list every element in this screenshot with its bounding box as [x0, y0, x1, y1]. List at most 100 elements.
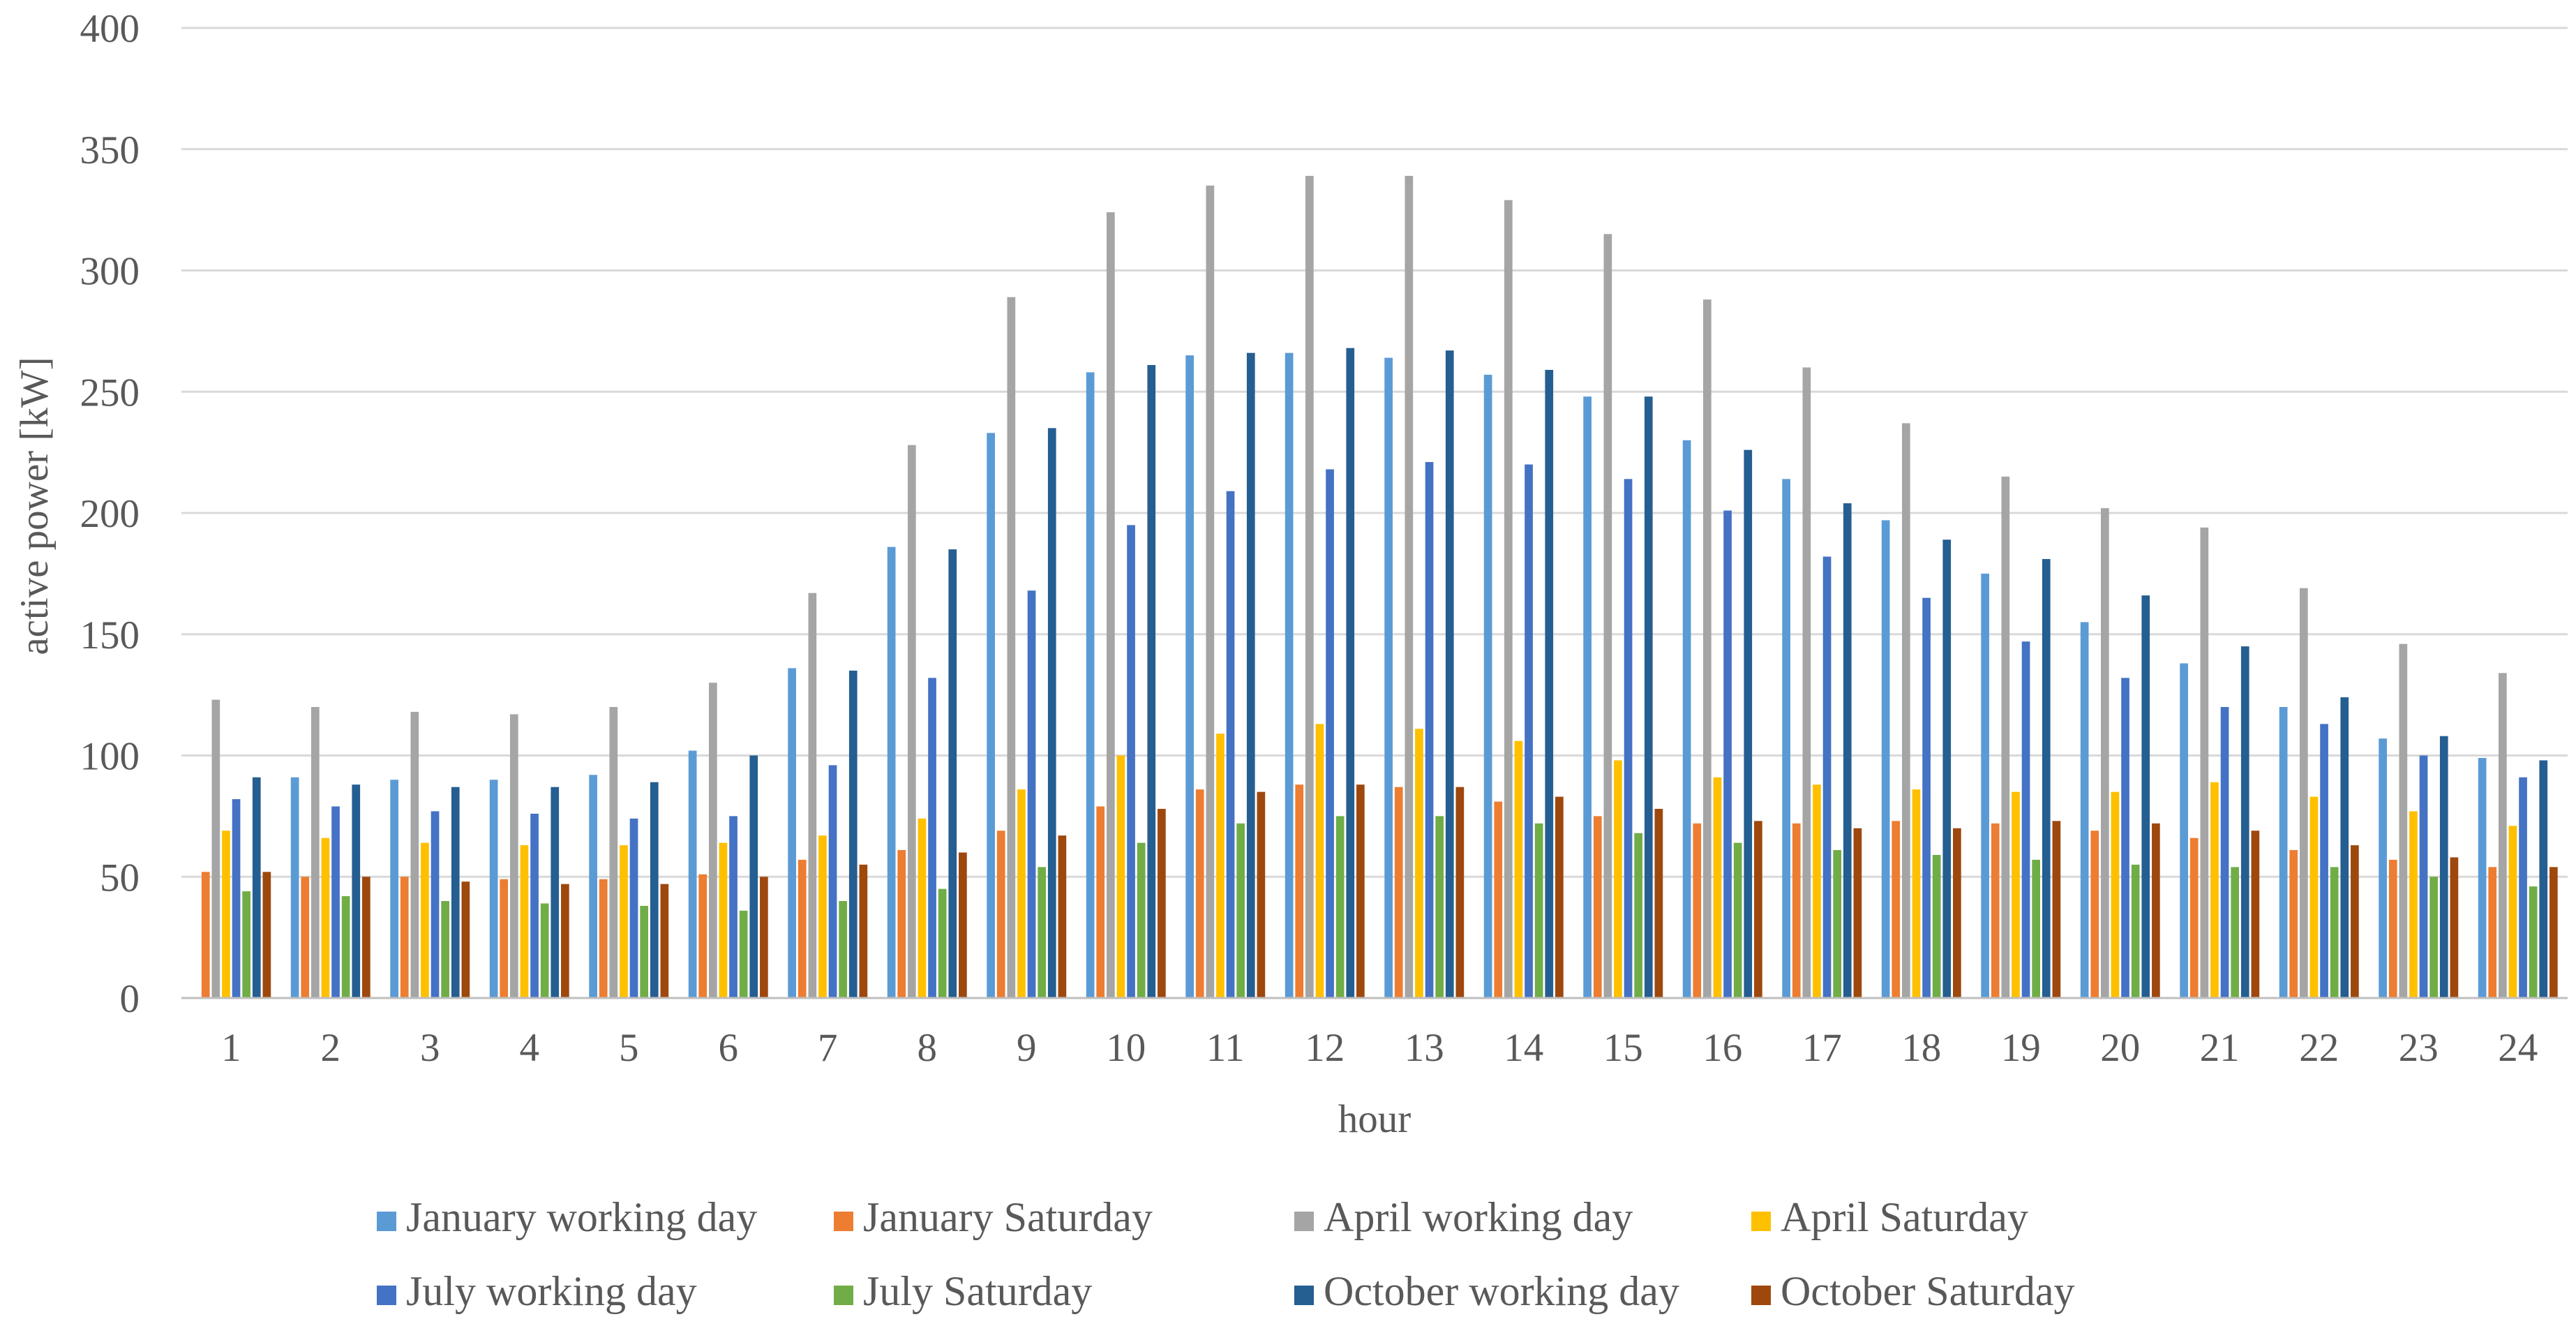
legend-swatch — [834, 1212, 853, 1231]
bar — [650, 782, 659, 998]
bar — [252, 777, 261, 998]
bar — [2439, 736, 2448, 998]
bar — [1833, 850, 1842, 998]
bar — [2409, 811, 2418, 998]
bar — [362, 877, 370, 998]
bar — [1086, 372, 1095, 998]
bar — [2180, 663, 2188, 998]
y-tick-label: 300 — [80, 250, 140, 294]
bar — [1158, 808, 1166, 998]
x-tick-label: 6 — [719, 1026, 739, 1070]
bar — [561, 884, 569, 998]
bar — [660, 884, 669, 998]
bar — [2032, 859, 2041, 998]
bar — [1236, 823, 1245, 998]
bar — [719, 842, 728, 998]
bar — [1953, 828, 1961, 998]
x-tick-label: 10 — [1106, 1026, 1146, 1070]
bar — [451, 787, 460, 998]
bar — [609, 707, 618, 998]
bar — [2419, 755, 2428, 998]
bar — [311, 707, 320, 998]
legend-entry: October Saturday — [1751, 1268, 2075, 1314]
legend-swatch — [834, 1286, 853, 1305]
bar — [2052, 821, 2061, 998]
bar — [2152, 823, 2160, 998]
bar — [1435, 816, 1444, 999]
x-tick-label: 12 — [1305, 1026, 1345, 1070]
bar — [421, 842, 429, 998]
bar — [948, 549, 957, 999]
legend-entry: January Saturday — [834, 1194, 1153, 1240]
bar — [2351, 845, 2359, 998]
bar — [2340, 697, 2349, 998]
bar — [2549, 867, 2558, 998]
bar — [1782, 479, 1790, 998]
bar — [2429, 877, 2439, 998]
bar — [2111, 791, 2120, 999]
bar — [1017, 789, 1026, 998]
y-tick-label: 350 — [80, 128, 140, 172]
bar — [2330, 867, 2339, 998]
bar — [1384, 357, 1393, 998]
bar — [2508, 826, 2517, 998]
bar — [1206, 185, 1215, 999]
bar — [1822, 556, 1832, 998]
bar — [1346, 348, 1355, 998]
bar — [390, 780, 398, 998]
bar — [1892, 821, 1901, 998]
bar — [290, 777, 299, 998]
bar — [489, 780, 498, 998]
bar — [1682, 440, 1691, 998]
legend-entry: July working day — [377, 1268, 697, 1314]
bar — [352, 784, 361, 998]
bar — [1514, 740, 1523, 998]
bar — [2529, 886, 2538, 998]
x-tick-label: 7 — [818, 1026, 838, 1070]
bar — [1504, 200, 1513, 999]
bar — [859, 864, 868, 999]
bar — [441, 901, 450, 998]
bar — [1295, 784, 1304, 998]
bar — [1127, 525, 1135, 999]
bar — [1445, 350, 1454, 998]
bar — [908, 445, 916, 998]
bar — [1723, 510, 1732, 998]
bar — [1394, 787, 1403, 998]
bar — [709, 683, 717, 998]
bar — [1096, 806, 1105, 998]
bar — [760, 877, 768, 998]
bar — [1744, 449, 1753, 998]
bar — [797, 859, 807, 998]
bar — [1644, 396, 1653, 998]
bar — [938, 888, 947, 999]
bar — [1593, 816, 1602, 999]
bar — [1027, 590, 1036, 998]
bar — [1137, 842, 1146, 998]
bar — [331, 806, 340, 998]
x-tick-label: 16 — [1702, 1026, 1742, 1070]
bar — [1326, 469, 1334, 998]
bar — [928, 678, 936, 998]
bars — [201, 175, 2558, 999]
x-tick-label: 18 — [1901, 1026, 1941, 1070]
legend-label: October Saturday — [1781, 1268, 2075, 1314]
bar — [2131, 864, 2140, 999]
legend: January working day January Saturday April… — [377, 1194, 2075, 1314]
gridlines — [181, 27, 2568, 878]
legend-swatch — [377, 1212, 396, 1231]
legend-entry: July Saturday — [834, 1268, 1092, 1314]
bar — [2379, 738, 2387, 998]
bar — [1733, 842, 1742, 998]
bar — [1483, 374, 1492, 998]
legend-swatch — [1751, 1286, 1771, 1305]
bar — [1415, 729, 1423, 998]
bar — [301, 877, 310, 998]
bar — [1932, 854, 1941, 998]
bar — [1285, 352, 1294, 998]
bar — [688, 750, 697, 998]
bar — [1007, 297, 1016, 999]
bar — [461, 881, 470, 998]
bar — [1713, 777, 1722, 998]
